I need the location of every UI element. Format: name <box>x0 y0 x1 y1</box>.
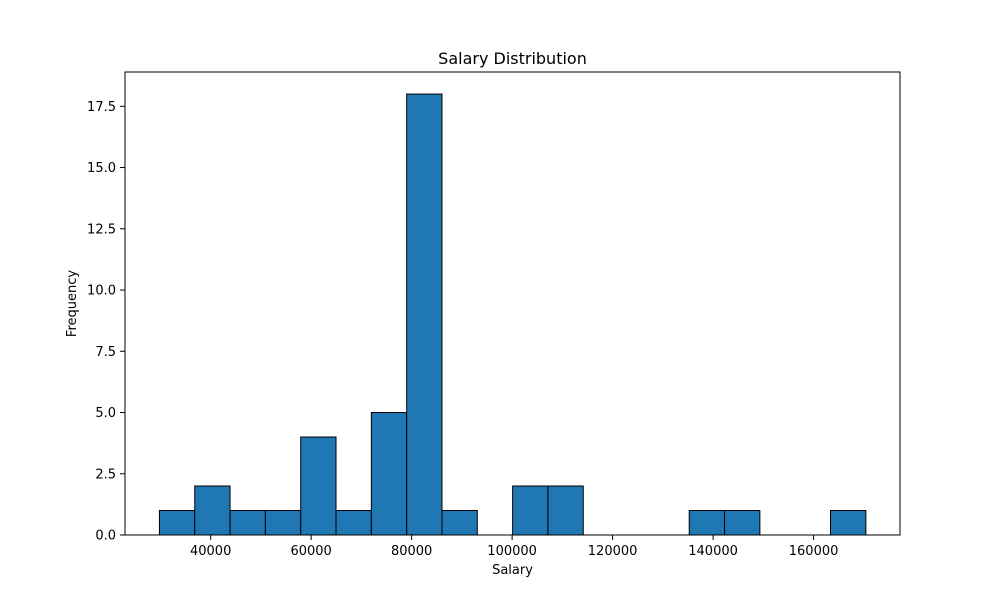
histogram-bar <box>406 93 443 536</box>
chart-title: Salary Distribution <box>438 49 587 68</box>
histogram-bar <box>194 485 231 536</box>
x-tick-label: 60000 <box>290 544 331 559</box>
histogram-bar <box>335 510 372 536</box>
bars-layer <box>158 93 867 536</box>
histogram-bar <box>370 412 408 536</box>
y-tick-label: 10.0 <box>87 284 116 299</box>
histogram-bar <box>547 485 584 536</box>
y-tick-label: 0.0 <box>95 529 116 544</box>
histogram-bar <box>512 485 549 536</box>
x-tick-label: 140000 <box>688 544 738 559</box>
x-axis-label: Salary <box>492 563 533 578</box>
histogram-bar <box>688 510 726 536</box>
x-axis-ticks: 40000 60000 80000 100000 120000 140000 160000 <box>190 535 838 559</box>
histogram-bar <box>441 510 478 536</box>
x-tick-label: 40000 <box>190 544 231 559</box>
histogram-bar <box>724 510 761 536</box>
x-tick-label: 100000 <box>487 544 537 559</box>
y-tick-label: 7.5 <box>95 345 116 360</box>
histogram-bar <box>300 436 337 536</box>
histogram-bar <box>158 510 196 536</box>
x-tick-label: 120000 <box>588 544 638 559</box>
y-tick-label: 12.5 <box>87 222 116 237</box>
y-axis-label: Frequency <box>65 270 80 337</box>
x-tick-label: 80000 <box>391 544 432 559</box>
histogram-bar <box>830 510 867 536</box>
y-tick-label: 2.5 <box>95 467 116 482</box>
histogram-bar <box>229 510 266 536</box>
y-tick-label: 17.5 <box>87 100 116 115</box>
y-tick-label: 15.0 <box>87 161 116 176</box>
histogram-bar <box>264 510 302 536</box>
y-tick-label: 5.0 <box>95 406 116 421</box>
y-axis-ticks: 0.0 2.5 5.0 7.5 10.0 12.5 15.0 17.5 <box>87 100 125 544</box>
x-tick-label: 160000 <box>789 544 839 559</box>
